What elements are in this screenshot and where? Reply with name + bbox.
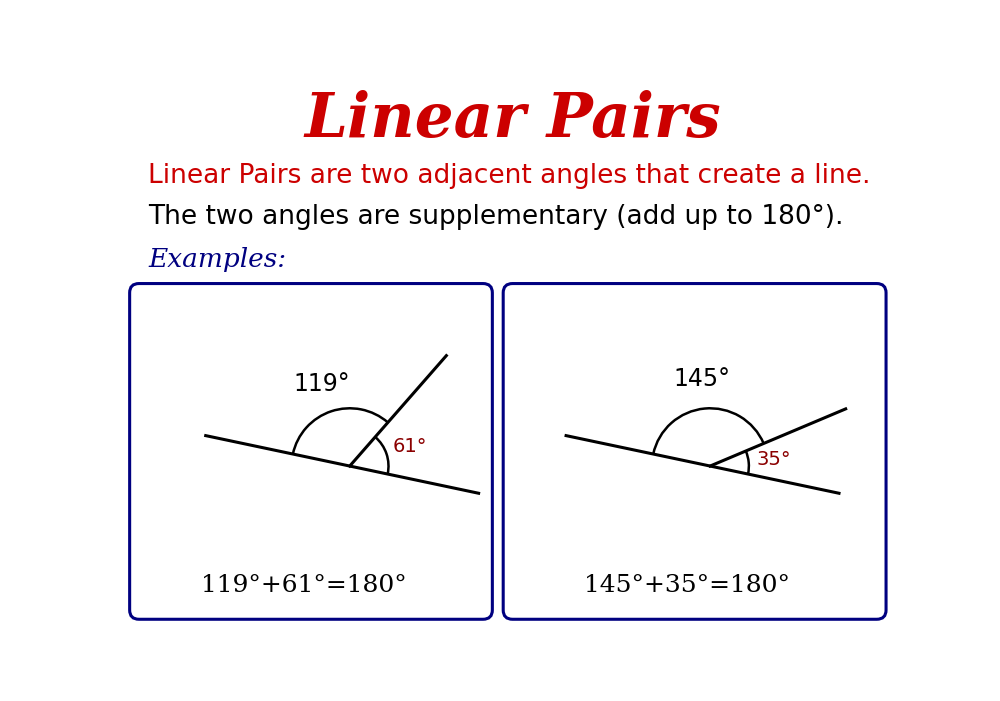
Text: 61°: 61° xyxy=(393,437,427,456)
Text: Examples:: Examples: xyxy=(148,247,286,272)
Text: 35°: 35° xyxy=(756,451,791,470)
Text: 119°: 119° xyxy=(294,372,350,395)
Text: The two angles are supplementary (add up to 180°).: The two angles are supplementary (add up… xyxy=(148,204,844,231)
FancyBboxPatch shape xyxy=(503,283,886,619)
FancyBboxPatch shape xyxy=(130,283,492,619)
Text: 119°+61°=180°: 119°+61°=180° xyxy=(201,574,407,597)
Text: Linear Pairs: Linear Pairs xyxy=(304,90,721,149)
Text: Linear Pairs are two adjacent angles that create a line.: Linear Pairs are two adjacent angles tha… xyxy=(148,163,871,189)
Text: 145°: 145° xyxy=(673,367,730,391)
Text: 145°+35°=180°: 145°+35°=180° xyxy=(584,574,790,597)
